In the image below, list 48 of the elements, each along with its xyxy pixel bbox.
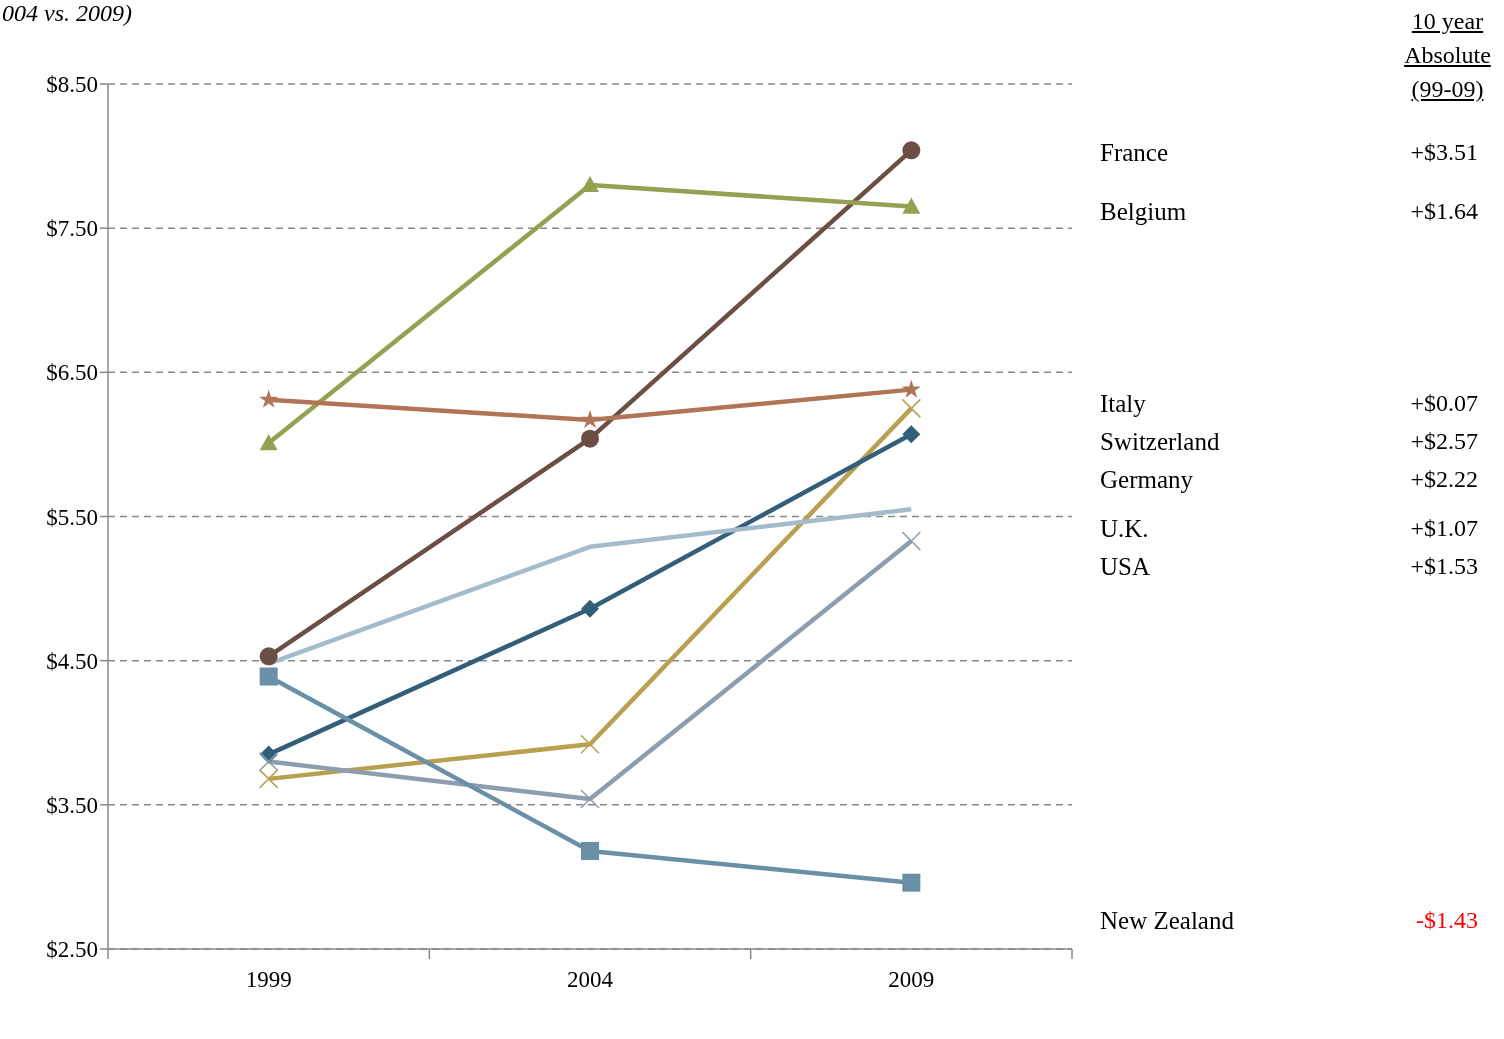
point <box>902 873 921 892</box>
x-tick-label: 2004 <box>567 967 614 992</box>
text: Switzerland <box>1100 427 1220 456</box>
point <box>902 197 921 214</box>
y-tick-label: $3.50 <box>46 793 98 818</box>
point <box>259 433 278 451</box>
point <box>258 751 279 772</box>
y-tick-label: $8.50 <box>46 72 98 98</box>
point <box>902 141 921 160</box>
y-tick-label: $6.50 <box>46 360 98 386</box>
y-tick-label: $4.50 <box>46 648 98 674</box>
y-tick-label: $7.50 <box>46 216 98 242</box>
text: -$1.43 <box>1416 907 1478 935</box>
point <box>902 425 921 444</box>
point <box>581 841 599 860</box>
text: +$2.22 <box>1410 465 1478 493</box>
text: New Zealand <box>1100 907 1234 936</box>
text: Germany <box>1100 465 1194 494</box>
text: USA <box>1100 553 1151 582</box>
point <box>581 175 599 193</box>
point <box>901 379 921 398</box>
text: +$3.51 <box>1410 138 1478 166</box>
point <box>901 398 922 419</box>
text: +$1.53 <box>1410 553 1478 581</box>
text: 10 year Absolute (99-09) <box>1403 7 1492 104</box>
point <box>581 429 599 448</box>
point <box>581 599 599 618</box>
text: Italy <box>1100 389 1146 418</box>
text: France <box>1100 138 1169 167</box>
point <box>580 789 600 809</box>
point <box>259 389 279 408</box>
text: +$0.07 <box>1410 389 1478 417</box>
x-tick-label: 1999 <box>245 967 292 992</box>
text: +$1.64 <box>1410 197 1478 225</box>
text: U.K. <box>1100 515 1149 544</box>
text: Belgium <box>1100 197 1187 226</box>
point <box>580 734 600 755</box>
chart-subtitle: 004 vs. 2009) <box>2 0 132 27</box>
point <box>580 409 600 428</box>
x-tick-label: 2009 <box>888 967 935 992</box>
point <box>259 647 278 666</box>
point <box>259 667 278 686</box>
text: +$1.07 <box>1410 515 1478 543</box>
point <box>901 531 922 551</box>
point <box>258 769 279 789</box>
y-tick-label: $5.50 <box>46 504 98 530</box>
y-tick-label: $2.50 <box>46 937 98 963</box>
text: +$2.57 <box>1410 427 1478 455</box>
